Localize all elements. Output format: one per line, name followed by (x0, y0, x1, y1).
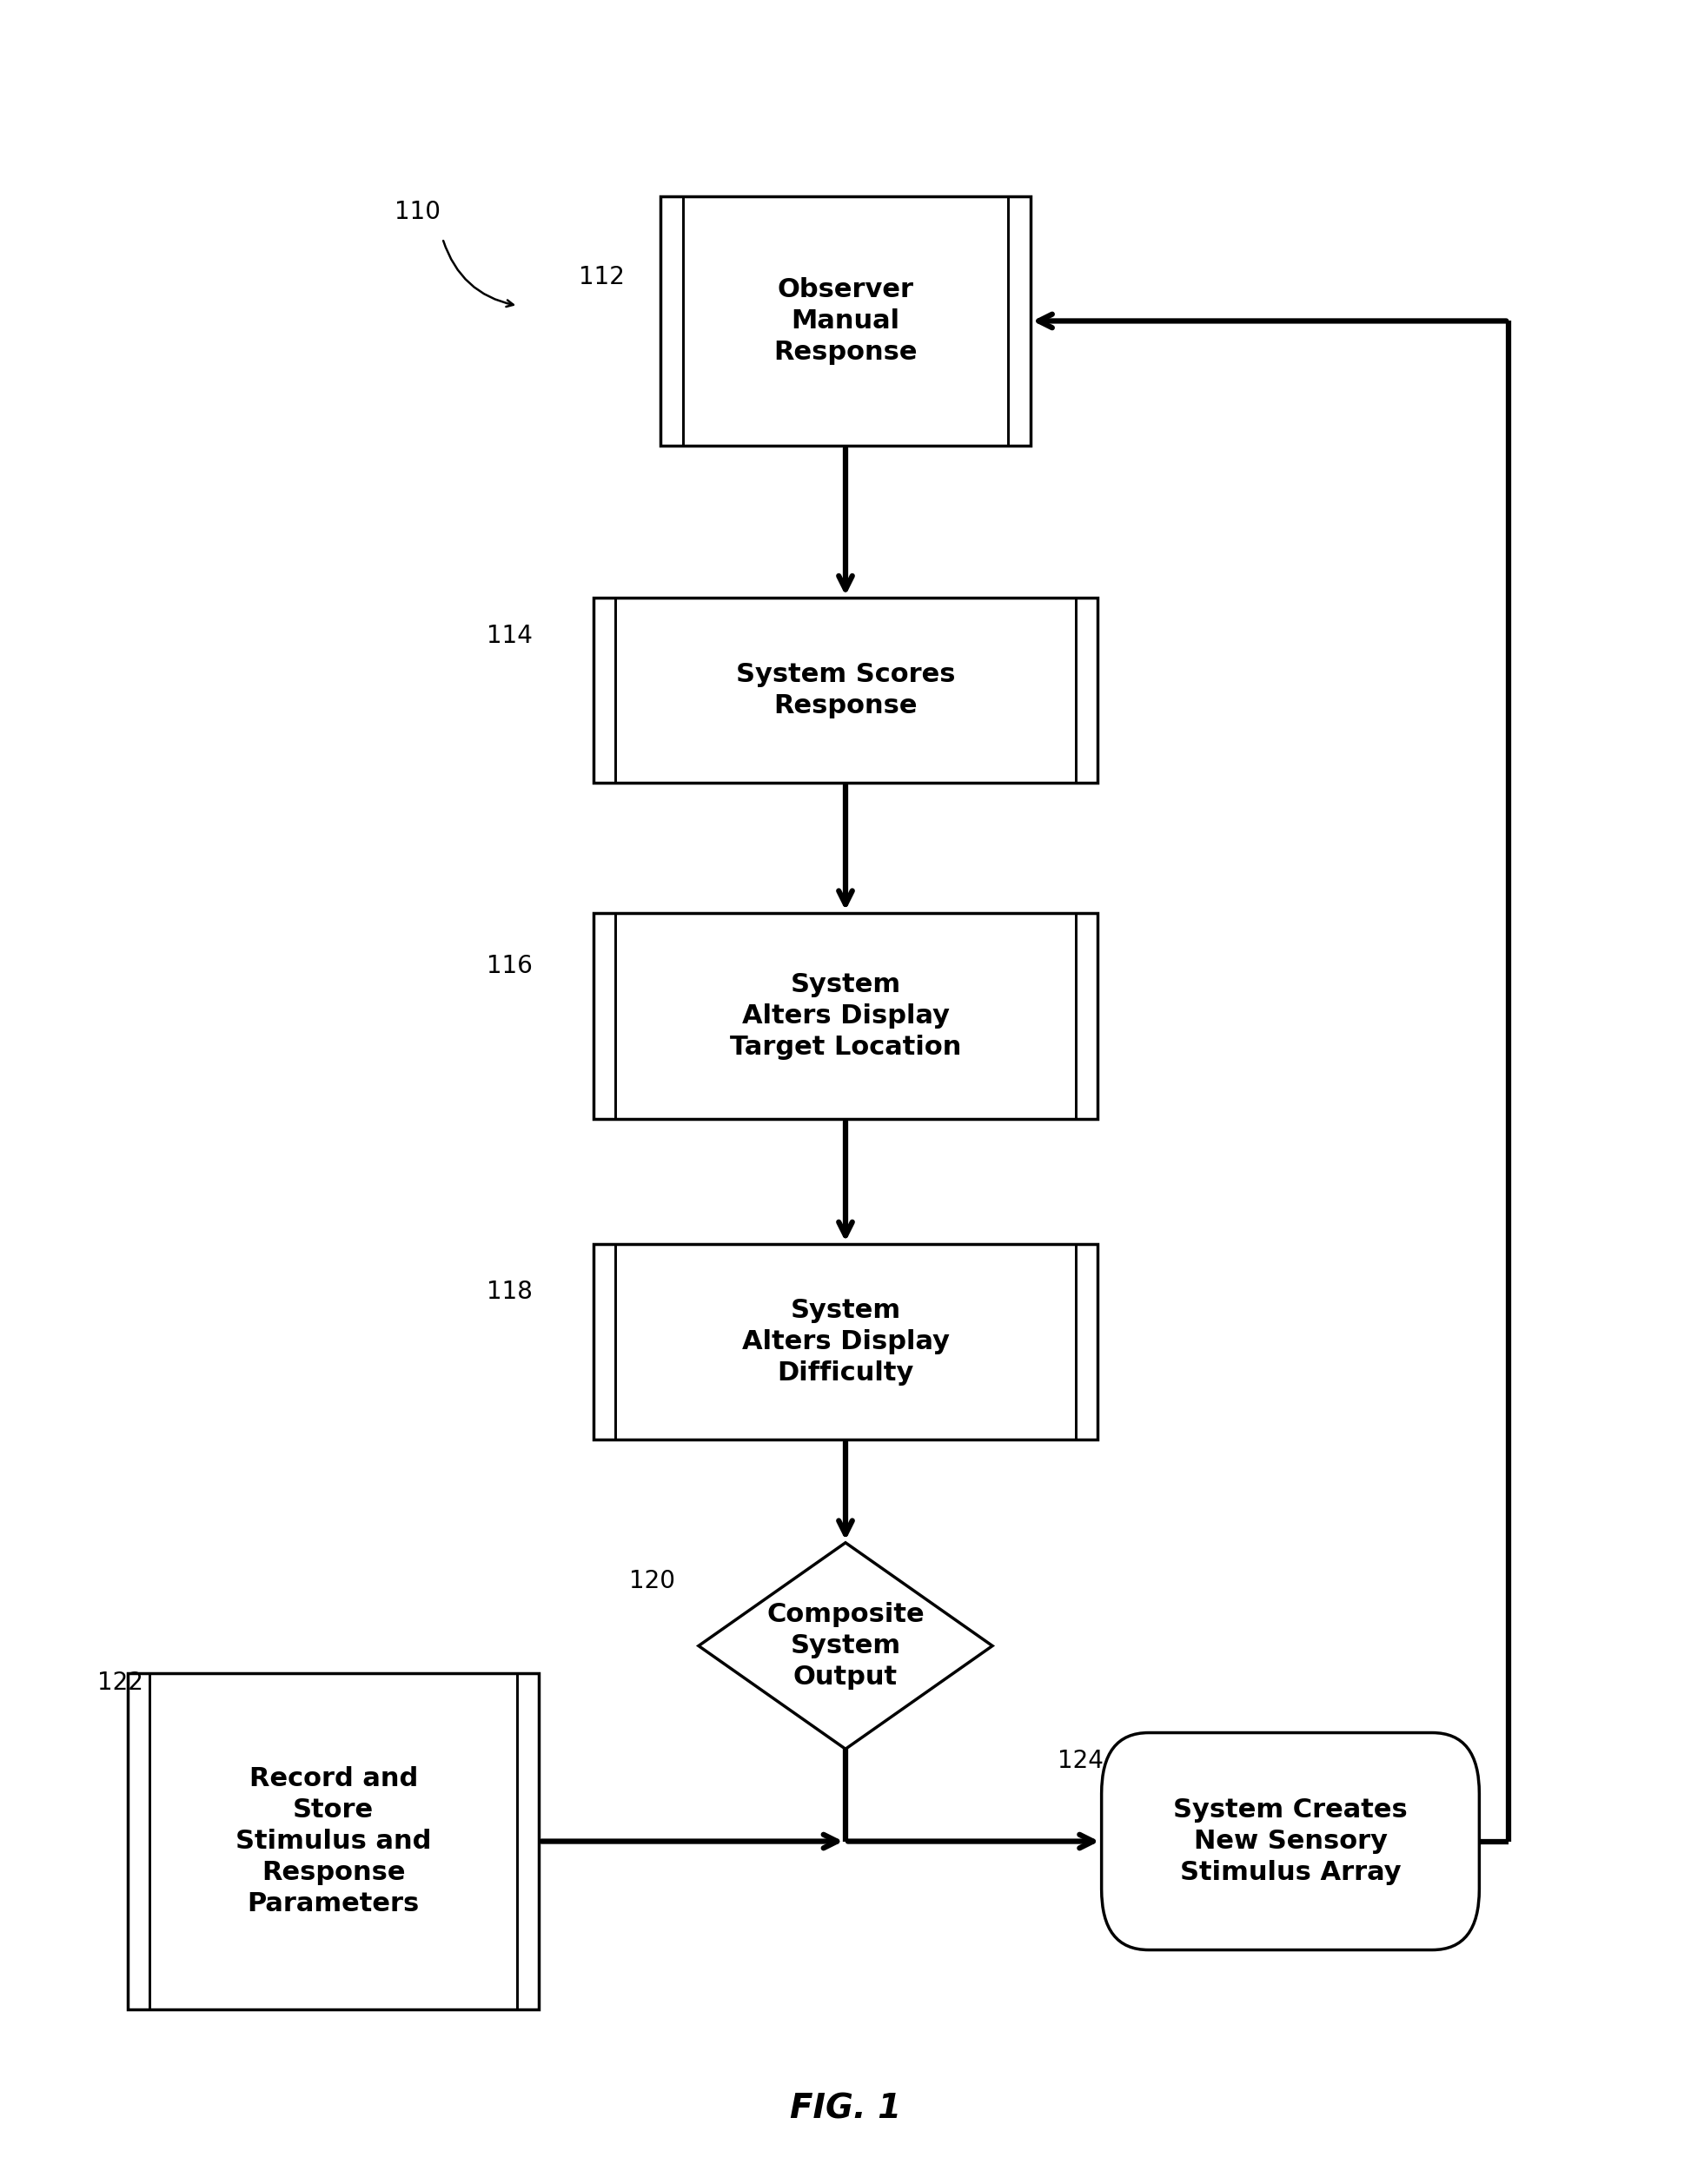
Text: 124: 124 (1057, 1749, 1104, 1773)
Text: System
Alters Display
Target Location: System Alters Display Target Location (731, 972, 960, 1059)
Text: 120: 120 (629, 1568, 675, 1592)
Text: Observer
Manual
Response: Observer Manual Response (773, 277, 918, 365)
Text: 114: 114 (487, 625, 533, 649)
Text: 118: 118 (487, 1280, 533, 1304)
Bar (129, 1673, 539, 2009)
Text: FIG. 1: FIG. 1 (790, 2092, 901, 2125)
Text: Record and
Store
Stimulus and
Response
Parameters: Record and Store Stimulus and Response P… (235, 1767, 431, 1915)
Text: 122: 122 (96, 1671, 144, 1695)
Bar (594, 913, 1097, 1118)
Bar (661, 197, 1030, 446)
Bar (594, 598, 1097, 782)
Polygon shape (698, 1542, 993, 1749)
Text: 110: 110 (394, 201, 440, 225)
Text: System
Alters Display
Difficulty: System Alters Display Difficulty (742, 1297, 949, 1385)
Text: 116: 116 (487, 954, 533, 978)
Text: System Creates
New Sensory
Stimulus Array: System Creates New Sensory Stimulus Arra… (1174, 1797, 1407, 1885)
Text: System Scores
Response: System Scores Response (736, 662, 955, 719)
Text: 112: 112 (578, 266, 626, 290)
Text: Composite
System
Output: Composite System Output (766, 1603, 925, 1690)
FancyBboxPatch shape (1101, 1732, 1480, 1950)
Bar (594, 1245, 1097, 1439)
